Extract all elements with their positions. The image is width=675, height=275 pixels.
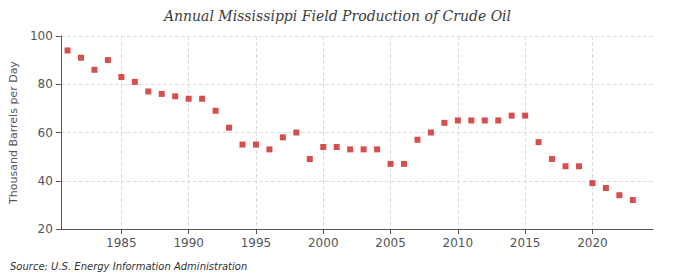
svg-text:2020: 2020 [577, 236, 608, 250]
svg-text:2010: 2010 [443, 236, 474, 250]
svg-text:Source: U.S. Energy Informatio: Source: U.S. Energy Information Administ… [10, 261, 247, 272]
svg-text:Annual Mississippi Field Produ: Annual Mississippi Field Production of C… [162, 8, 511, 24]
svg-text:1990: 1990 [173, 236, 204, 250]
svg-text:20: 20 [38, 222, 53, 236]
svg-text:60: 60 [38, 126, 53, 140]
svg-text:2000: 2000 [308, 236, 339, 250]
svg-text:1985: 1985 [106, 236, 137, 250]
svg-text:80: 80 [38, 77, 53, 91]
svg-text:1995: 1995 [241, 236, 272, 250]
svg-text:Thousand Barrels per Day: Thousand Barrels per Day [7, 61, 20, 205]
svg-text:2015: 2015 [510, 236, 541, 250]
svg-text:2005: 2005 [375, 236, 406, 250]
svg-text:40: 40 [38, 174, 53, 188]
svg-text:100: 100 [30, 29, 53, 43]
